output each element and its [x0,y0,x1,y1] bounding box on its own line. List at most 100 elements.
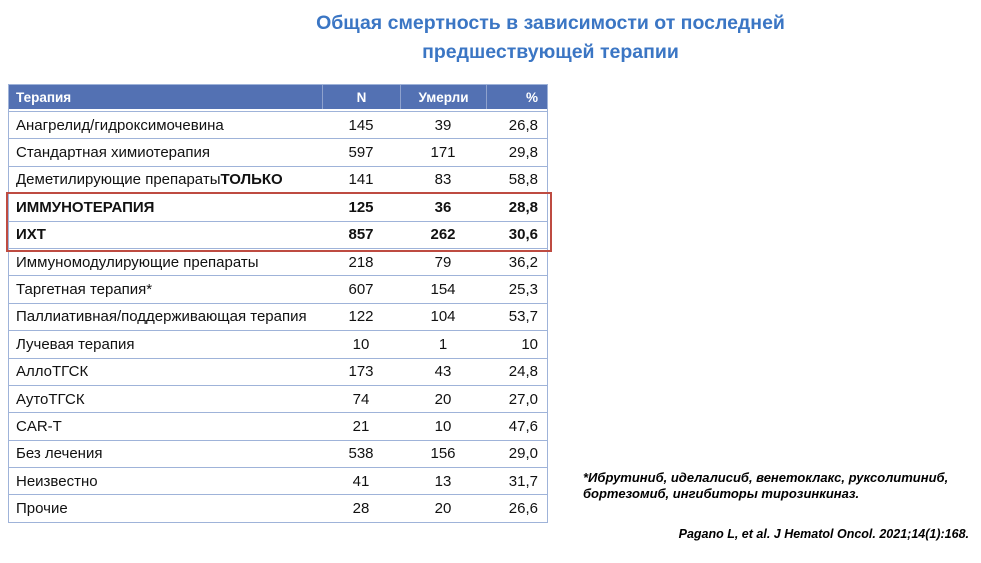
died-cell: 156 [400,445,486,462]
col-header-died: Умерли [400,85,486,109]
percent-cell: 30,6 [486,226,547,243]
died-value: 39 [434,116,452,134]
therapy-cell: АллоТГСК [9,363,322,380]
died-value: 20 [434,390,452,408]
therapy-cell: Стандартная химиотерапия [9,144,322,161]
percent-value: 36,2 [508,253,538,271]
page-title-line1: Общая смертность в зависимости от послед… [316,12,785,34]
mortality-table: Терапия N Умерли % Анагрелид/гидроксимоч… [6,84,552,523]
table-row: ИХТ 857 262 30,6 [9,220,547,248]
percent-value: 30,6 [508,226,538,244]
percent-value: 24,8 [508,363,538,381]
footnote-line1: *Ибрутиниб, иделалисиб, венетоклакс, рук… [583,470,949,485]
n-cell: 607 [322,281,400,298]
percent-cell: 26,8 [486,117,547,134]
died-value: 262 [430,226,456,244]
page-title: Общая смертность в зависимости от послед… [120,9,981,67]
therapy-cell: АутоТГСК [9,391,322,408]
therapy-cell: CAR-T [9,418,322,435]
table-row: Деметилирующие препараты ТОЛЬКО 141 83 5… [9,165,547,194]
table-row: Паллиативная/поддерживающая терапия 122 … [9,302,547,331]
table-body: Анагрелид/гидроксимочевина 145 39 26,8 С… [9,111,547,522]
died-cell: 83 [400,171,486,188]
table-row: АллоТГСК 173 43 24,8 [9,357,547,385]
therapy-cell: Неизвестно [9,473,322,490]
table-row: Лучевая терапия 10 1 10 [9,330,547,358]
died-value: 171 [430,144,456,162]
percent-value: 47,6 [508,417,538,435]
therapy-cell: Прочие [9,500,322,517]
therapy-label: АллоТГСК [16,363,89,381]
footnote: *Ибрутиниб, иделалисиб, венетоклакс, рук… [583,470,948,502]
n-cell: 145 [322,117,400,134]
died-cell: 39 [400,117,486,134]
therapy-label: Прочие [16,500,68,518]
n-cell: 122 [322,308,400,325]
percent-value: 58,8 [508,171,538,189]
n-value: 607 [348,281,374,299]
n-cell: 28 [322,500,400,517]
n-cell: 74 [322,391,400,408]
died-value: 36 [434,198,452,216]
table-row: Без лечения 538 156 29,0 [9,439,547,468]
n-value: 41 [352,472,370,490]
table-row: Анагрелид/гидроксимочевина 145 39 26,8 [9,111,547,139]
table-row: Стандартная химиотерапия 597 171 29,8 [9,138,547,166]
percent-value: 27,0 [508,390,538,408]
n-value: 28 [352,500,370,518]
n-value: 173 [348,363,374,381]
n-value: 141 [348,171,374,189]
n-value: 538 [348,445,374,463]
percent-value: 26,6 [508,500,538,518]
n-cell: 857 [322,226,400,243]
therapy-cell: Лучевая терапия [9,336,322,353]
n-value: 145 [348,116,374,134]
therapy-label: Неизвестно [16,472,98,490]
n-cell: 141 [322,171,400,188]
table-row: Таргетная терапия* 607 154 25,3 [9,275,547,303]
therapy-label: Таргетная терапия* [16,281,153,299]
therapy-label: АутоТГСК [16,390,85,408]
col-header-percent: % [486,85,547,109]
table-row: Прочие 28 20 26,6 [9,494,547,522]
therapy-cell: Паллиативная/поддерживающая терапия [9,308,322,325]
therapy-cell: Анагрелид/гидроксимочевина [9,117,322,134]
percent-value: 31,7 [508,472,538,490]
therapy-label: CAR-T [16,417,62,435]
n-value: 122 [348,308,374,326]
died-cell: 154 [400,281,486,298]
n-cell: 41 [322,473,400,490]
table-row: Иммуномодулирующие препараты 218 79 36,2 [9,247,547,276]
percent-cell: 28,8 [486,199,547,216]
percent-value: 28,8 [508,198,538,216]
therapy-cell: Иммуномодулирующие препараты [9,254,322,271]
therapy-cell: Без лечения [9,445,322,462]
therapy-label-bold: ТОЛЬКО [220,171,283,189]
percent-value: 10 [521,335,538,353]
n-cell: 125 [322,199,400,216]
n-value: 857 [348,226,374,244]
percent-cell: 31,7 [486,473,547,490]
therapy-label: Без лечения [16,445,103,463]
died-cell: 10 [400,418,486,435]
therapy-label: ИХТ [16,226,46,244]
percent-cell: 29,0 [486,445,547,462]
table-row: ИММУНОТЕРАПИЯ 125 36 28,8 [9,193,547,221]
n-cell: 10 [322,336,400,353]
therapy-label: Иммуномодулирующие препараты [16,253,259,271]
died-cell: 20 [400,500,486,517]
percent-cell: 36,2 [486,254,547,271]
died-value: 13 [434,472,452,490]
died-value: 154 [430,281,456,299]
therapy-cell: Таргетная терапия* [9,281,322,298]
n-cell: 21 [322,418,400,435]
table-row: Неизвестно 41 13 31,7 [9,467,547,495]
died-value: 104 [430,308,456,326]
died-cell: 36 [400,199,486,216]
percent-cell: 25,3 [486,281,547,298]
died-cell: 13 [400,473,486,490]
n-value: 74 [352,390,370,408]
died-cell: 262 [400,226,486,243]
died-value: 79 [434,253,452,271]
percent-cell: 29,8 [486,144,547,161]
